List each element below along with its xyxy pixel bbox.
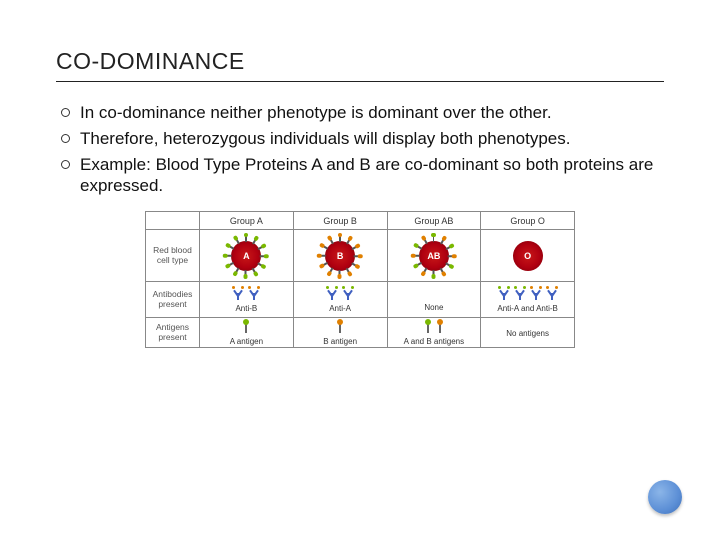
- col-header: Group B: [293, 212, 387, 230]
- bullet-item: Example: Blood Type Proteins A and B are…: [58, 154, 662, 198]
- cell-type-a: A: [200, 230, 294, 282]
- slide: CO-DOMINANCE In co-dominance neither phe…: [0, 0, 720, 372]
- cell-type-b: B: [293, 230, 387, 282]
- bullet-list: In co-dominance neither phenotype is dom…: [56, 102, 664, 197]
- row-label: Red blood cell type: [146, 230, 200, 282]
- cell-type-ab: AB: [387, 230, 481, 282]
- blood-type-table: Group A Group B Group AB Group O Red blo…: [145, 211, 575, 348]
- row-label: Antibodies present: [146, 282, 200, 318]
- bullet-item: In co-dominance neither phenotype is dom…: [58, 102, 662, 124]
- col-header: Group O: [481, 212, 575, 230]
- bullet-item: Therefore, heterozygous individuals will…: [58, 128, 662, 150]
- antibody-cell: Anti-B: [200, 282, 294, 318]
- row-label: Antigens present: [146, 318, 200, 348]
- antigen-cell: A antigen: [200, 318, 294, 348]
- antigen-cell: B antigen: [293, 318, 387, 348]
- decor-sphere-icon: [648, 480, 682, 514]
- table-corner: [146, 212, 200, 230]
- cell-type-o: O: [481, 230, 575, 282]
- slide-title: CO-DOMINANCE: [56, 48, 664, 82]
- antigen-cell: No antigens: [481, 318, 575, 348]
- antigen-cell: A and B antigens: [387, 318, 481, 348]
- antibody-cell: Anti-A: [293, 282, 387, 318]
- antibody-cell: Anti-A and Anti-B: [481, 282, 575, 318]
- col-header: Group AB: [387, 212, 481, 230]
- col-header: Group A: [200, 212, 294, 230]
- antibody-cell: None: [387, 282, 481, 318]
